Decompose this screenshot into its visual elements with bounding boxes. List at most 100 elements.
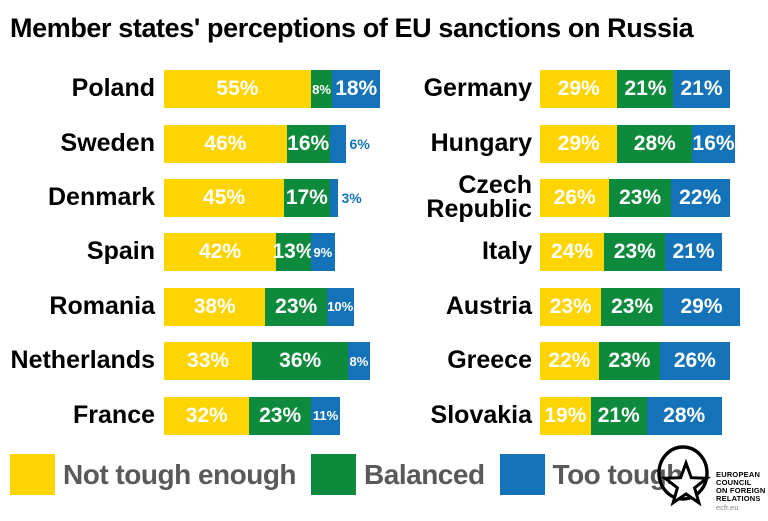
bar-stack: 19% 21% 28%: [540, 396, 722, 435]
bar-stack: 24% 23% 21%: [540, 233, 722, 272]
bar-segment-too-tough: 9%: [310, 233, 335, 272]
bar-segment-balanced: 36%: [252, 342, 349, 381]
bar-segment-balanced: 23%: [604, 233, 666, 272]
country-label: Slovakia: [430, 400, 532, 429]
bar-segment-too-tough: 16%: [692, 124, 735, 163]
bar-segment-too-tough: 28%: [646, 396, 722, 435]
legend-label: Not tough enough: [63, 458, 297, 490]
bar-segment-too-tough: 21%: [673, 70, 730, 109]
country-label: Netherlands: [10, 346, 155, 375]
bar-segment-balanced: 23%: [601, 287, 663, 326]
bar-stack: 45% 17%: [164, 178, 338, 217]
chart-row-sweden: Sweden 46% 16% 6%: [0, 116, 384, 170]
ecfr-logo-text: EUROPEAN COUNCIL ON FOREIGN RELATIONS ec…: [716, 470, 766, 513]
bar-segment-too-tough: 10%: [326, 287, 354, 326]
bar-segment-not-tough-enough: 42%: [164, 233, 277, 272]
bar-stack: 32% 23% 11%: [164, 396, 341, 435]
country-label: Germany: [423, 74, 532, 103]
stacked-bar-chart: Poland 55% 8% 18% Sweden 46% 16% 6% Denmark 45% 17…: [0, 62, 768, 447]
ecfr-star-circle-icon: [657, 445, 712, 507]
bar-stack: 38% 23% 10%: [164, 287, 354, 326]
bar-segment-balanced: 23%: [265, 287, 327, 326]
country-label: Sweden: [60, 128, 155, 157]
legend-swatch-balanced: [311, 454, 357, 495]
chart-column-right: Germany 29% 21% 21% Hungary 29% 28% 16% Czech Re…: [384, 62, 768, 447]
bar-value-label-outside: 6%: [349, 135, 370, 152]
bar-segment-balanced: 23%: [609, 178, 671, 217]
bar-stack: 26% 23% 22%: [540, 178, 730, 217]
chart-row-denmark: Denmark 45% 17% 3%: [0, 171, 384, 225]
logo-url: ecfr.eu: [716, 503, 739, 512]
bar-stack: 33% 36% 8%: [164, 342, 370, 381]
country-label: Czech Republic: [426, 171, 532, 223]
bar-segment-not-tough-enough: 22%: [540, 342, 599, 381]
bar-segment-balanced: 28%: [617, 124, 693, 163]
bar-value-label-outside: 3%: [341, 189, 362, 206]
country-label: Denmark: [48, 183, 155, 212]
country-label: Romania: [49, 291, 155, 320]
logo-line: COUNCIL: [716, 478, 752, 487]
country-label: Hungary: [430, 128, 532, 157]
country-label: Poland: [71, 74, 155, 103]
bar-segment-too-tough: [329, 124, 346, 163]
bar-segment-balanced: 8%: [310, 70, 333, 109]
chart-row-austria: Austria 23% 23% 29%: [384, 280, 768, 334]
bar-segment-too-tough: 22%: [670, 178, 730, 217]
chart-row-greece: Greece 22% 23% 26%: [384, 334, 768, 388]
country-label: Italy: [481, 237, 532, 266]
bar-segment-not-tough-enough: 24%: [540, 233, 605, 272]
bar-stack: 22% 23% 26%: [540, 342, 730, 381]
chart-row-hungary: Hungary 29% 28% 16%: [384, 116, 768, 170]
bar-segment-not-tough-enough: 26%: [540, 178, 610, 217]
legend-swatch-not-tough-enough: [10, 454, 55, 495]
bar-segment-balanced: 21%: [617, 70, 674, 109]
chart-row-italy: Italy 24% 23% 21%: [384, 225, 768, 279]
chart-row-poland: Poland 55% 8% 18%: [0, 62, 384, 116]
bar-segment-too-tough: 21%: [665, 233, 722, 272]
country-label: Austria: [445, 291, 532, 320]
chart-row-france: France 32% 23% 11%: [0, 388, 384, 442]
legend-swatch-too-tough: [499, 454, 545, 495]
bar-stack: 29% 21% 21%: [540, 70, 730, 109]
legend: Not tough enough Balanced Too tough: [10, 454, 698, 495]
bar-segment-not-tough-enough: 33%: [164, 342, 253, 381]
bar-segment-balanced: 23%: [598, 342, 661, 381]
bar-segment-too-tough: 26%: [660, 342, 730, 381]
bar-segment-too-tough: 11%: [310, 396, 341, 435]
logo-line: EUROPEAN: [716, 470, 761, 479]
chart-row-netherlands: Netherlands 33% 36% 8%: [0, 334, 384, 388]
chart-row-romania: Romania 38% 23% 10%: [0, 280, 384, 334]
bar-segment-too-tough: 29%: [662, 287, 741, 326]
bar-stack: 46% 16%: [164, 124, 346, 163]
bar-segment-balanced: 21%: [590, 396, 647, 435]
bar-segment-too-tough: 18%: [332, 70, 381, 109]
bar-segment-balanced: 17%: [284, 178, 330, 217]
page-title: Member states' perceptions of EU sanctio…: [10, 13, 694, 43]
legend-item-not-tough-enough: Not tough enough: [10, 454, 297, 495]
bar-segment-not-tough-enough: 38%: [164, 287, 266, 326]
chart-column-left: Poland 55% 8% 18% Sweden 46% 16% 6% Denmark 45% 17…: [0, 62, 384, 447]
bar-segment-not-tough-enough: 46%: [164, 124, 287, 163]
bar-stack: 29% 28% 16%: [540, 124, 735, 163]
country-label: France: [73, 400, 155, 429]
bar-stack: 42% 13% 9%: [164, 233, 335, 272]
bar-segment-not-tough-enough: 45%: [164, 178, 285, 217]
legend-label: Balanced: [364, 458, 485, 490]
logo-line: ON FOREIGN: [716, 486, 766, 495]
bar-segment-too-tough: 8%: [348, 342, 370, 381]
ecfr-logo: EUROPEAN COUNCIL ON FOREIGN RELATIONS ec…: [656, 445, 766, 512]
bar-stack: 23% 23% 29%: [540, 287, 741, 326]
bar-segment-not-tough-enough: 29%: [540, 124, 618, 163]
chart-row-germany: Germany 29% 21% 21%: [384, 62, 768, 116]
country-label: Greece: [447, 346, 532, 375]
logo-line: RELATIONS: [716, 494, 761, 503]
bar-segment-balanced: 13%: [272, 233, 315, 272]
country-label: Spain: [86, 237, 155, 266]
bar-segment-not-tough-enough: 23%: [540, 287, 602, 326]
legend-item-balanced: Balanced: [311, 454, 485, 495]
bar-segment-too-tough: [329, 178, 338, 217]
bar-segment-balanced: 23%: [249, 396, 311, 435]
bar-segment-balanced: 16%: [286, 124, 330, 163]
bar-segment-not-tough-enough: 32%: [164, 396, 250, 435]
bar-segment-not-tough-enough: 19%: [540, 396, 591, 435]
